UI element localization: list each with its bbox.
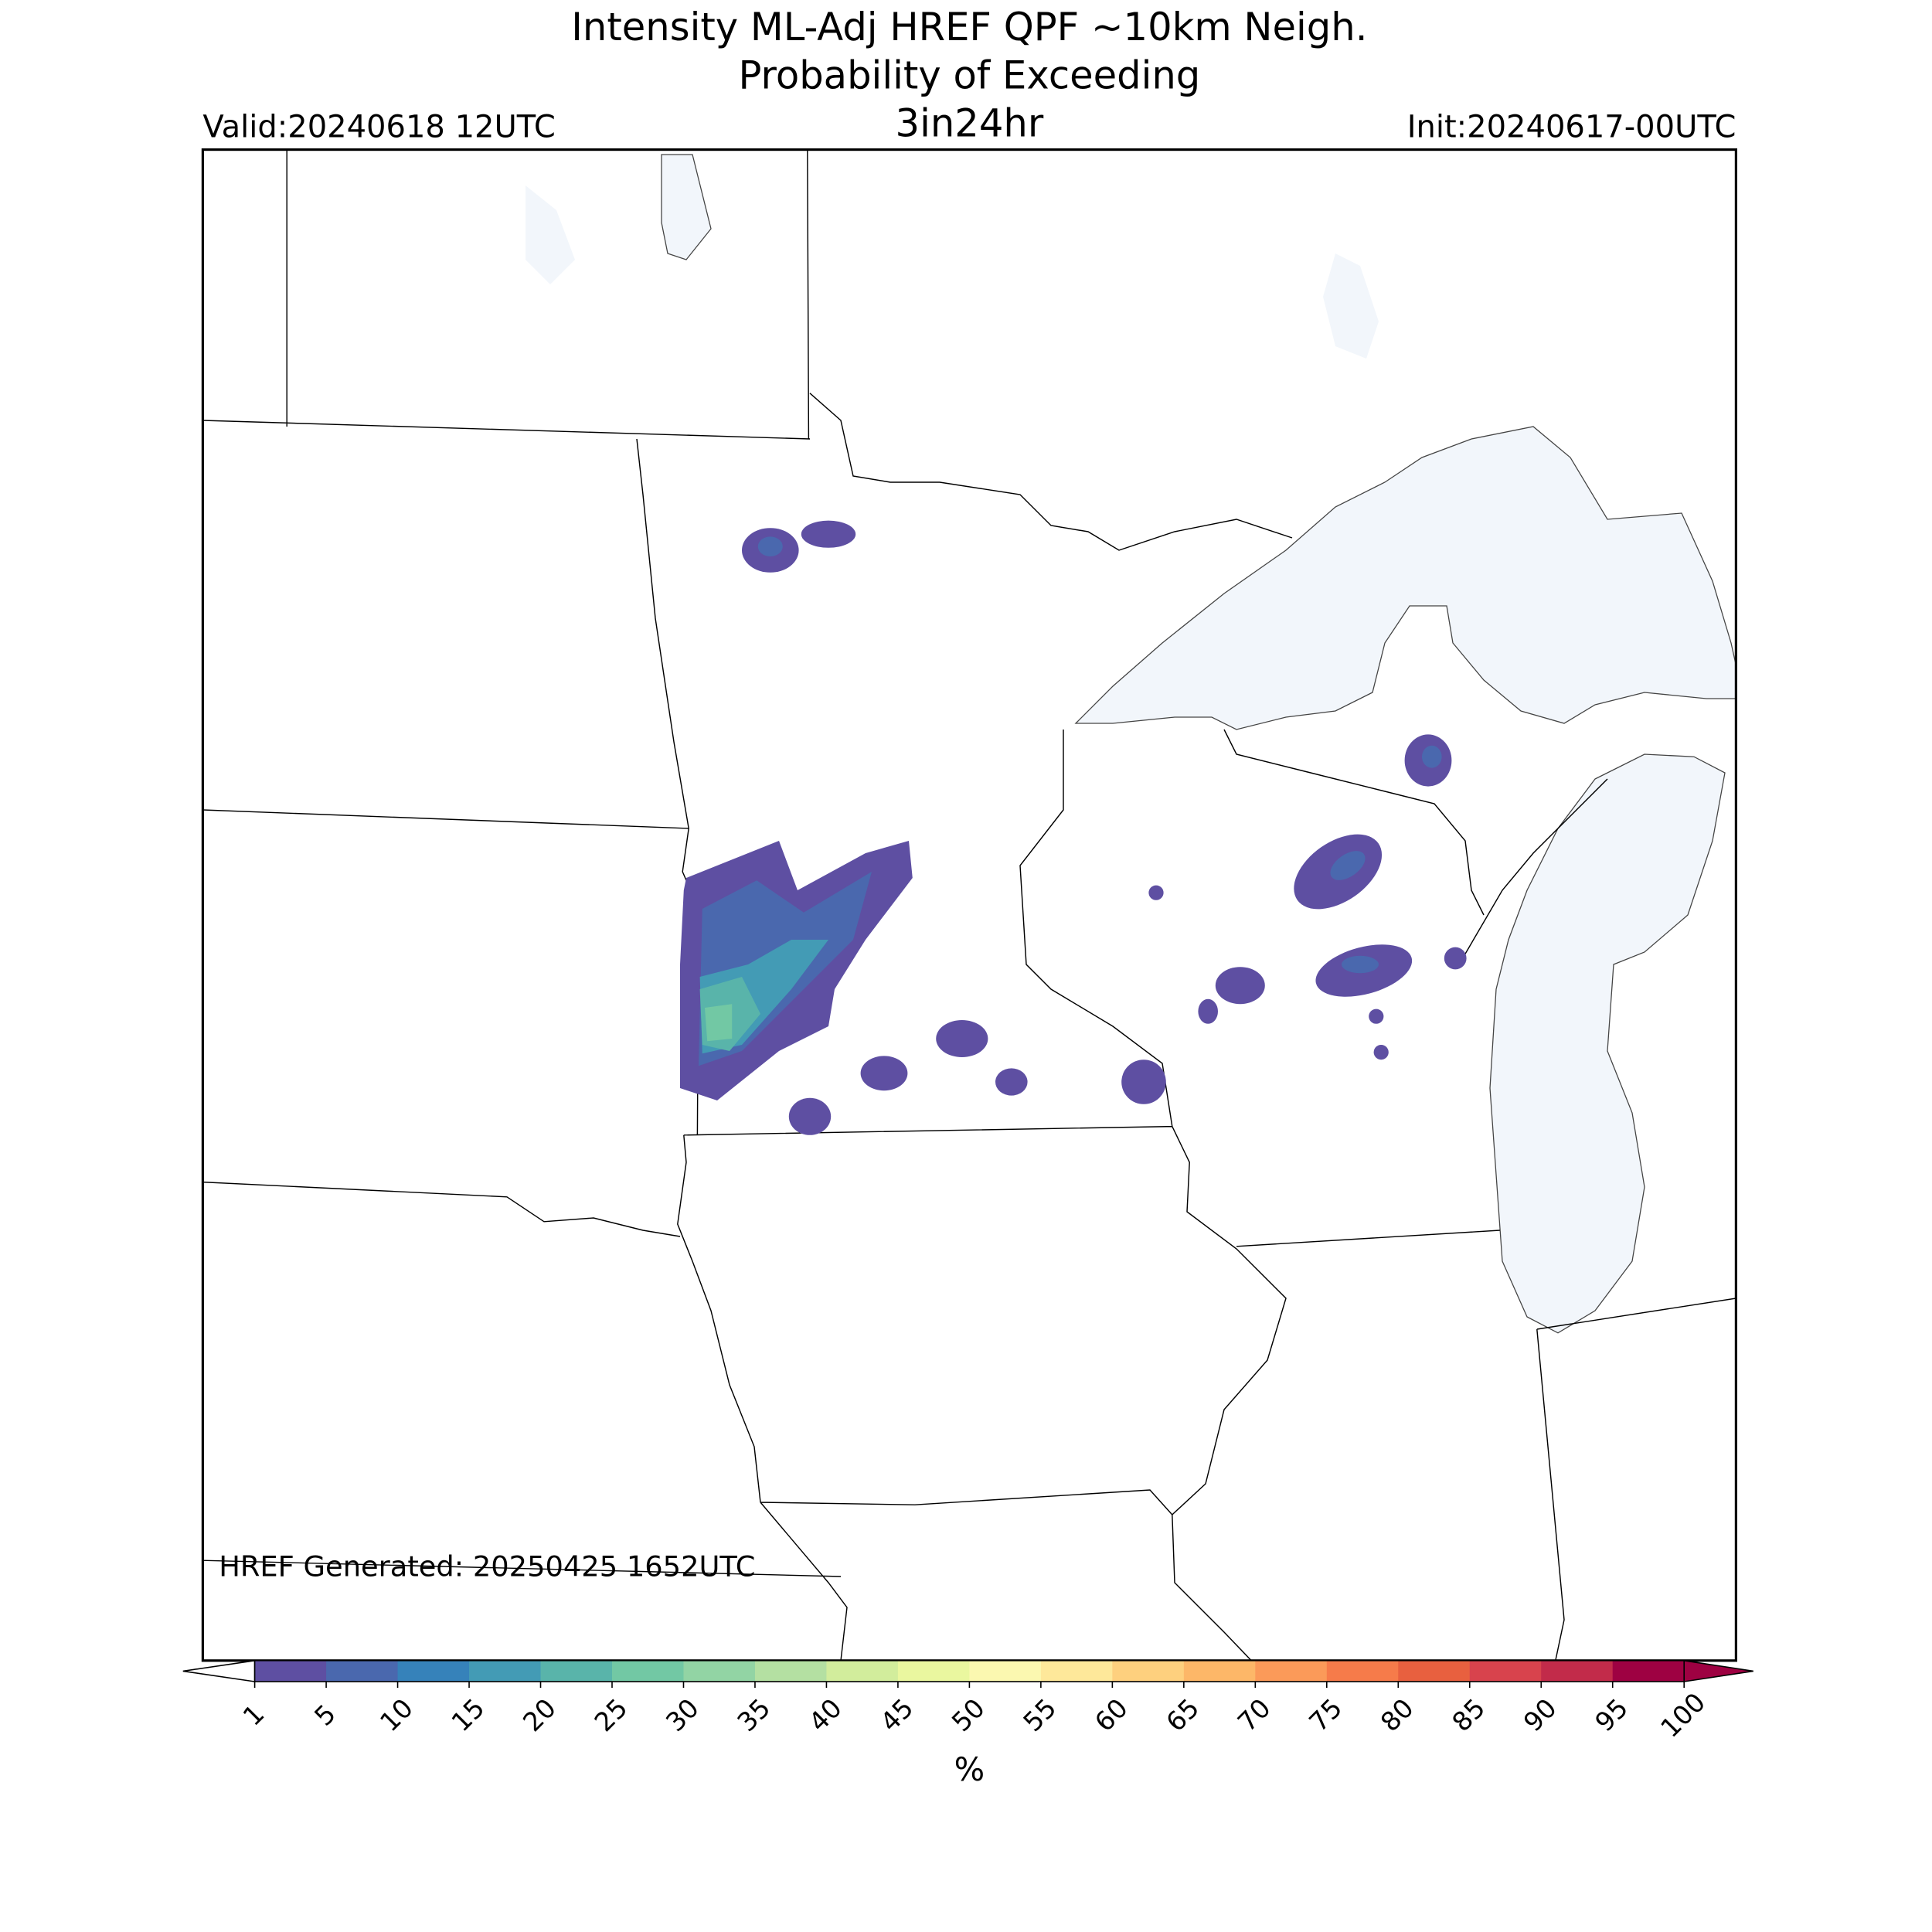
colorbar-tick-label: 10 [374,1692,419,1737]
colorbar-tick-label: 80 [1375,1692,1420,1737]
colorbar-tick-label: 45 [875,1692,920,1737]
colorbar-segment [897,1660,970,1682]
lake [1323,253,1379,359]
colorbar-segment [1612,1660,1685,1682]
colorbar-tick-label: 100 [1655,1687,1711,1743]
colorbar-segment [612,1660,684,1682]
init-time: Init:20240617-00UTC [1407,109,1736,145]
colorbar-segment [397,1660,470,1682]
colorbar-segment [754,1660,827,1682]
valid-time: Valid:20240618 12UTC [202,109,555,145]
colorbar-label: % [954,1750,985,1788]
colorbar-tick-label: 1 [237,1699,270,1732]
colorbar-segment [469,1660,541,1682]
lake-of-the-woods [661,154,712,260]
colorbar-tick-label: 85 [1446,1692,1491,1737]
colorbar-tick-label: 75 [1303,1692,1348,1737]
lake-superior [1074,426,1736,730]
colorbar-tick-label: 25 [589,1692,634,1737]
colorbar-tick-label: 35 [732,1692,777,1737]
map [202,149,1736,1661]
colorbar-tick-label: 90 [1518,1692,1563,1737]
colorbar-tick-label: 15 [446,1692,491,1737]
colorbar-over [1683,1659,1753,1682]
colorbar-segment [1398,1660,1471,1682]
colorbar-tick-label: 70 [1232,1692,1277,1737]
colorbar-tick-label: 60 [1089,1692,1134,1737]
colorbar-segment [1112,1660,1185,1682]
colorbar-tick-label: 55 [1018,1692,1063,1737]
title-line-2: Probability of Exceeding [739,53,1201,97]
borders [202,149,1736,1661]
colorbar-segment [826,1660,899,1682]
colorbar-segment [1040,1660,1113,1682]
lake [526,185,575,284]
colorbar-segment [1326,1660,1399,1682]
colorbar-tick-label: 50 [946,1692,991,1737]
colorbar-segment [683,1660,756,1682]
colorbar-segment [540,1660,613,1682]
colorbar-segment [1183,1660,1256,1682]
title-line-1: Intensity ML-Adj HREF QPF ~10km Neigh. [571,5,1367,49]
colorbar-segment [1469,1660,1542,1682]
probability-areas [680,520,1467,1135]
colorbar-tick-label: 5 [308,1699,342,1732]
colorbar-tick-label: 40 [803,1692,848,1737]
colorbar-under [182,1659,256,1682]
colorbar: 1 5 10 15 20 25 30 35 40 45 50 55 60 65 70 75 80 85 90 95 10… [182,1659,1753,1743]
colorbar-tick-label: 95 [1589,1692,1634,1737]
colorbar-segment [1541,1660,1614,1682]
lake-michigan [1489,753,1726,1334]
threshold: 3in24hr [896,101,1044,146]
colorbar-segment [254,1660,327,1682]
colorbar-tick-label: 30 [660,1692,705,1737]
colorbar-segment [969,1660,1042,1682]
colorbar-segment [1255,1660,1328,1682]
colorbar-tick-label: 20 [517,1692,562,1737]
colorbar-segment [326,1660,399,1682]
generated-note: HREF Generated: 20250425 1652UTC [219,1549,755,1583]
colorbar-tick-label: 65 [1161,1692,1206,1737]
